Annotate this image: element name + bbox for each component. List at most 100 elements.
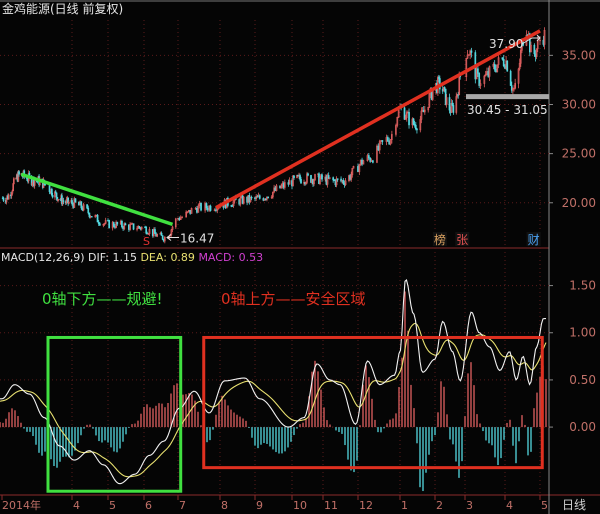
candle-up <box>484 74 487 77</box>
candle-up <box>232 200 235 207</box>
candle-up <box>420 110 423 120</box>
candle-down <box>502 58 505 67</box>
candle-down <box>55 192 58 198</box>
candle-up <box>313 179 315 185</box>
candle-up <box>396 117 399 126</box>
candle-up <box>517 68 520 84</box>
candle-down <box>18 171 20 175</box>
macd-legend-value: 0.53 <box>238 251 264 264</box>
candle-up <box>33 180 36 186</box>
x-tick-label: 3 <box>466 499 473 512</box>
candle-down <box>161 235 164 240</box>
dea-line <box>0 322 547 478</box>
candle-up <box>270 196 273 199</box>
candle-up <box>170 229 173 235</box>
event-marker-bg <box>526 232 541 246</box>
candle-up <box>404 117 407 120</box>
candle-down <box>88 212 91 218</box>
candle-up <box>427 106 430 111</box>
candle-down <box>215 209 217 211</box>
candle-down <box>377 145 380 151</box>
candle-up <box>539 39 541 42</box>
candle-down <box>533 44 536 55</box>
candle-down <box>386 137 389 142</box>
candle-up <box>468 54 470 56</box>
x-tick-label: 2014年 <box>2 498 41 512</box>
candle-down <box>307 173 309 176</box>
macd-tick-label: 1.00 <box>569 326 596 340</box>
candle-down <box>112 222 115 227</box>
macd-title: MACD(12,26,9) <box>1 251 85 264</box>
candle-down <box>116 221 119 225</box>
price-tick-label: 25.00 <box>562 147 596 161</box>
candle-down <box>51 194 54 198</box>
candle-down <box>86 204 88 209</box>
candle-up <box>242 196 245 204</box>
candle-down <box>506 60 509 72</box>
candle-up <box>288 180 291 185</box>
candle-up <box>82 204 85 211</box>
candle-down <box>124 223 127 226</box>
below-zero-annotation: 0轴下方——规避! <box>42 290 163 308</box>
candle-up <box>376 145 378 163</box>
candle-up <box>123 223 126 230</box>
candle-up <box>115 221 117 228</box>
candle-down <box>132 223 135 230</box>
x-tick-label: 8 <box>221 499 228 512</box>
candle-up <box>362 160 365 165</box>
candle-down <box>80 201 83 209</box>
candle-down <box>108 220 111 229</box>
candle-down <box>357 166 359 172</box>
dif-line <box>0 278 546 485</box>
candle-down <box>48 184 51 192</box>
candle-down <box>121 220 123 228</box>
candle-up <box>513 88 515 90</box>
low-arrow-icon <box>166 234 180 241</box>
candle-up <box>519 50 522 64</box>
candle-down <box>189 209 192 214</box>
candle-up <box>351 167 354 176</box>
candle-down <box>44 183 46 186</box>
candle-up <box>535 48 538 57</box>
candle-up <box>13 178 15 185</box>
candle-down <box>2 197 5 201</box>
candle-up <box>174 218 177 228</box>
macd-tick-label: 0.00 <box>569 420 596 434</box>
candle-up <box>518 63 521 70</box>
candle-down <box>97 221 100 224</box>
x-tick-label: 10 <box>293 499 307 512</box>
candle-up <box>352 166 355 169</box>
candle-down <box>528 33 531 53</box>
candle-down <box>200 202 202 211</box>
s-marker: S <box>143 235 150 248</box>
candle-down <box>451 103 454 106</box>
candle-down <box>372 160 374 163</box>
candle-down <box>138 226 141 228</box>
high-price-label: 37.90 <box>489 37 523 51</box>
candle-up <box>350 174 353 180</box>
candle-up <box>475 68 478 80</box>
candle-up <box>147 233 150 235</box>
green-below-zero-box <box>46 335 183 493</box>
candle-up <box>405 112 408 118</box>
candle-up <box>136 228 138 230</box>
range-label: 30.45 - 31.05 <box>467 103 548 117</box>
candle-up <box>190 208 193 214</box>
candle-down <box>196 207 198 213</box>
candle-up <box>455 96 458 113</box>
candle-up <box>239 197 242 205</box>
candle-up <box>358 164 361 172</box>
candle-up <box>57 198 59 201</box>
candle-up <box>163 236 166 242</box>
candle-up <box>378 141 381 151</box>
candle-down <box>178 218 181 220</box>
candle-up <box>326 175 329 185</box>
candle-down <box>71 200 73 204</box>
candle-up <box>389 139 392 145</box>
candle-down <box>96 214 99 223</box>
candlestick-series <box>1 27 546 244</box>
candle-up <box>319 178 321 185</box>
candle-down <box>477 68 479 74</box>
candle-up <box>335 178 338 186</box>
